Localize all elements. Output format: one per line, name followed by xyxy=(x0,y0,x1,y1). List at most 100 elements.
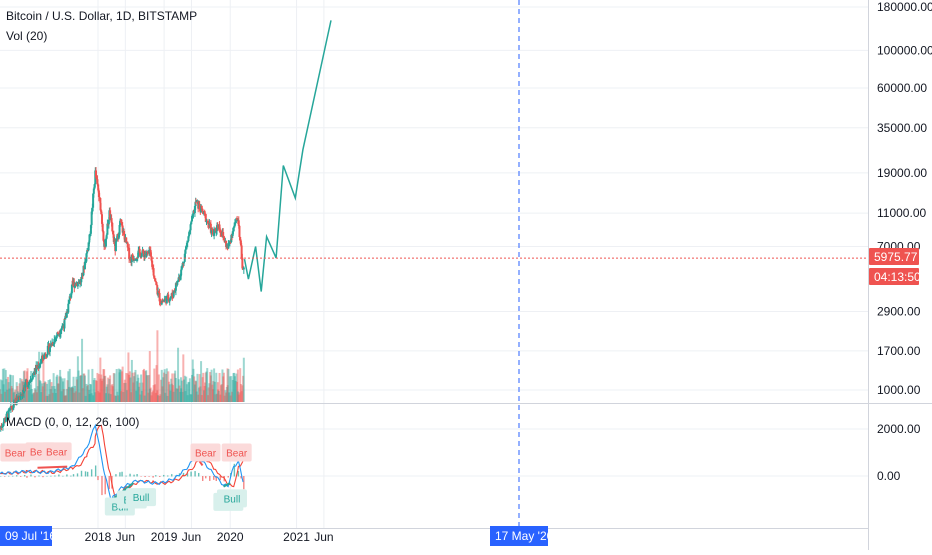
macd-histogram-bar xyxy=(70,475,72,477)
candle-body xyxy=(23,387,26,389)
macd-histogram-bar xyxy=(155,475,157,477)
macd-histogram-bar xyxy=(94,465,97,477)
volume-bar xyxy=(232,373,235,402)
macd-histogram-bar xyxy=(213,476,215,480)
price-axis[interactable]: 180000.00 100000.00 60000.00 35000.00 19000.… xyxy=(877,0,932,397)
candle-body xyxy=(187,236,190,242)
candle-body xyxy=(152,268,155,276)
volume-bar xyxy=(63,395,66,402)
volume-bar xyxy=(115,369,118,402)
volume-bar xyxy=(197,394,200,402)
volume-bar xyxy=(169,390,172,402)
macd-axis[interactable]: 2000.00 0.00 xyxy=(877,422,921,483)
volume-bar xyxy=(199,386,202,402)
macd-histogram-bar xyxy=(119,472,121,477)
volume-bar xyxy=(46,383,49,402)
candle-body xyxy=(97,190,100,198)
candle-body xyxy=(102,231,105,241)
time-axis[interactable]: 2018 Jun 2019 Jun 2020 2021 Jun xyxy=(85,530,334,544)
volume-bar xyxy=(0,379,2,402)
volume-bar xyxy=(6,376,9,402)
candle-body xyxy=(70,284,73,294)
macd-histogram-bar xyxy=(129,473,131,477)
time-tick-label: Jun xyxy=(314,530,333,544)
volume-bar xyxy=(126,373,129,402)
volume-bar xyxy=(236,369,239,402)
candle-body xyxy=(35,365,38,373)
volume-bar xyxy=(103,376,106,402)
volume-bar xyxy=(106,384,109,402)
volume-bar xyxy=(213,368,216,402)
price-tick-label: 19000.00 xyxy=(877,166,927,180)
candle-body xyxy=(240,245,243,258)
candle-body xyxy=(60,328,63,331)
candle-body xyxy=(88,234,91,241)
volume-bar xyxy=(68,368,71,402)
volume-legend: Vol (20) xyxy=(6,29,47,43)
volume-bar xyxy=(233,376,236,402)
crosshair-left-date: 09 Jul '16 xyxy=(5,529,56,543)
volume-bar xyxy=(54,388,57,402)
volume-bar xyxy=(184,391,187,402)
volume-bar xyxy=(8,388,11,402)
volume-bar xyxy=(50,382,53,402)
volume-bar xyxy=(240,391,243,402)
volume-bar xyxy=(231,380,234,402)
volume-histogram xyxy=(0,330,245,402)
volume-bar xyxy=(33,388,36,402)
volume-bar xyxy=(165,373,168,402)
candle-body xyxy=(95,170,98,178)
volume-bar xyxy=(27,390,30,402)
volume-bar xyxy=(19,378,22,402)
candle-body xyxy=(4,419,7,422)
symbol-title: Bitcoin / U.S. Dollar, 1D, BITSTAMP xyxy=(6,9,197,23)
volume-bar xyxy=(78,392,81,402)
volume-bar xyxy=(104,393,107,402)
candle-body xyxy=(99,197,102,204)
candle-body xyxy=(214,228,217,232)
candle-body xyxy=(216,225,219,231)
volume-bar xyxy=(224,390,227,402)
macd-histogram-bar xyxy=(16,475,18,477)
volume-bar xyxy=(107,377,110,402)
volume-bar xyxy=(46,395,49,402)
volume-bar xyxy=(11,388,14,402)
candle-body xyxy=(104,238,107,247)
bear-signal-label xyxy=(41,442,72,461)
volume-bar xyxy=(226,368,229,402)
volume-bar xyxy=(154,384,157,402)
candle-body xyxy=(121,225,124,233)
volume-bar xyxy=(157,395,160,402)
volume-bar xyxy=(225,387,228,402)
signal-labels: BearBearBearBullBullBullBearBullBullBear xyxy=(0,442,252,516)
candle-body xyxy=(200,206,203,209)
candle-body xyxy=(219,232,222,234)
candle-body xyxy=(160,301,163,305)
candle-body xyxy=(27,382,30,385)
volume-bar xyxy=(41,386,44,402)
candle-body xyxy=(21,392,24,396)
candle-body xyxy=(236,217,239,221)
macd-histogram-bar xyxy=(115,474,117,477)
candle-body xyxy=(168,299,171,302)
bull-signal-label xyxy=(126,488,157,507)
volume-bar xyxy=(67,371,70,402)
candle-body xyxy=(26,381,29,387)
volume-bar xyxy=(42,353,45,402)
volume-bar xyxy=(188,378,191,402)
volume-bar xyxy=(200,361,203,402)
candle-body xyxy=(171,293,174,297)
volume-bar xyxy=(160,369,163,402)
macd-histogram-bar xyxy=(42,476,44,478)
macd-histogram-bar xyxy=(101,476,103,496)
candle-body xyxy=(189,224,192,231)
candle-body xyxy=(54,338,57,340)
volume-bar xyxy=(12,392,15,402)
volume-bar xyxy=(88,389,91,402)
volume-bar xyxy=(59,376,62,402)
candle-body xyxy=(231,231,234,236)
candle-body xyxy=(2,422,5,426)
volume-bar xyxy=(200,395,203,402)
